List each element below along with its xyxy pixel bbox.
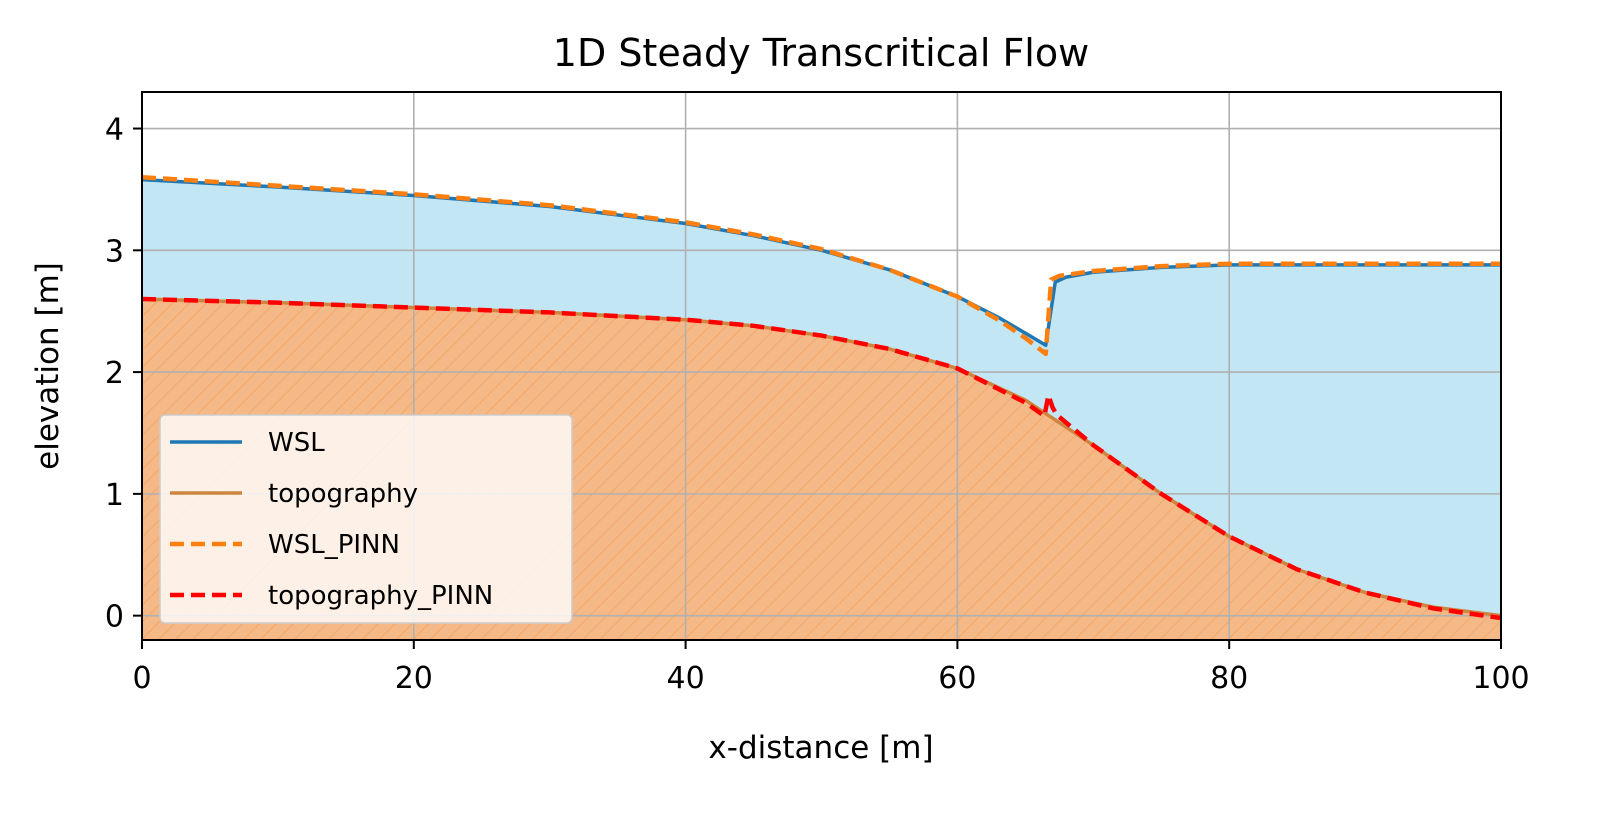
legend-label: WSL_PINN (268, 530, 400, 560)
series-lines (142, 174, 1501, 621)
water-fill (142, 179, 1501, 616)
legend-label: topography (268, 479, 418, 509)
plot-frame (141, 91, 1502, 641)
series-line-wsl-pinn (142, 174, 1501, 357)
legend-box (159, 414, 573, 624)
chart-title: 1D Steady Transcritical Flow (553, 31, 1089, 75)
y-axis: 0 1 2 3 4 (105, 113, 142, 635)
x-tick-label: 80 (1210, 661, 1248, 696)
legend-label: WSL (268, 428, 325, 458)
y-tick-label: 0 (105, 600, 124, 635)
y-tick-label: 1 (105, 478, 124, 513)
x-axis-label: x-distance [m] (708, 730, 933, 766)
x-tick-label: 20 (395, 661, 433, 696)
y-axis-label: elevation [m] (30, 262, 66, 470)
x-axis: 0 20 40 60 80 100 (132, 640, 1530, 696)
series-line-topography-pinn (142, 296, 1501, 621)
legend: WSL topography WSL_PINN topography_PINN (159, 414, 573, 624)
y-tick-label: 4 (105, 113, 124, 148)
x-tick-label: 40 (667, 661, 705, 696)
x-tick-label: 100 (1472, 661, 1529, 696)
x-tick-label: 60 (938, 661, 976, 696)
y-tick-label: 2 (105, 356, 124, 391)
x-tick-label: 0 (132, 661, 151, 696)
y-tick-label: 3 (105, 234, 124, 269)
legend-label: topography_PINN (268, 581, 493, 611)
grid-lines (141, 92, 1502, 640)
